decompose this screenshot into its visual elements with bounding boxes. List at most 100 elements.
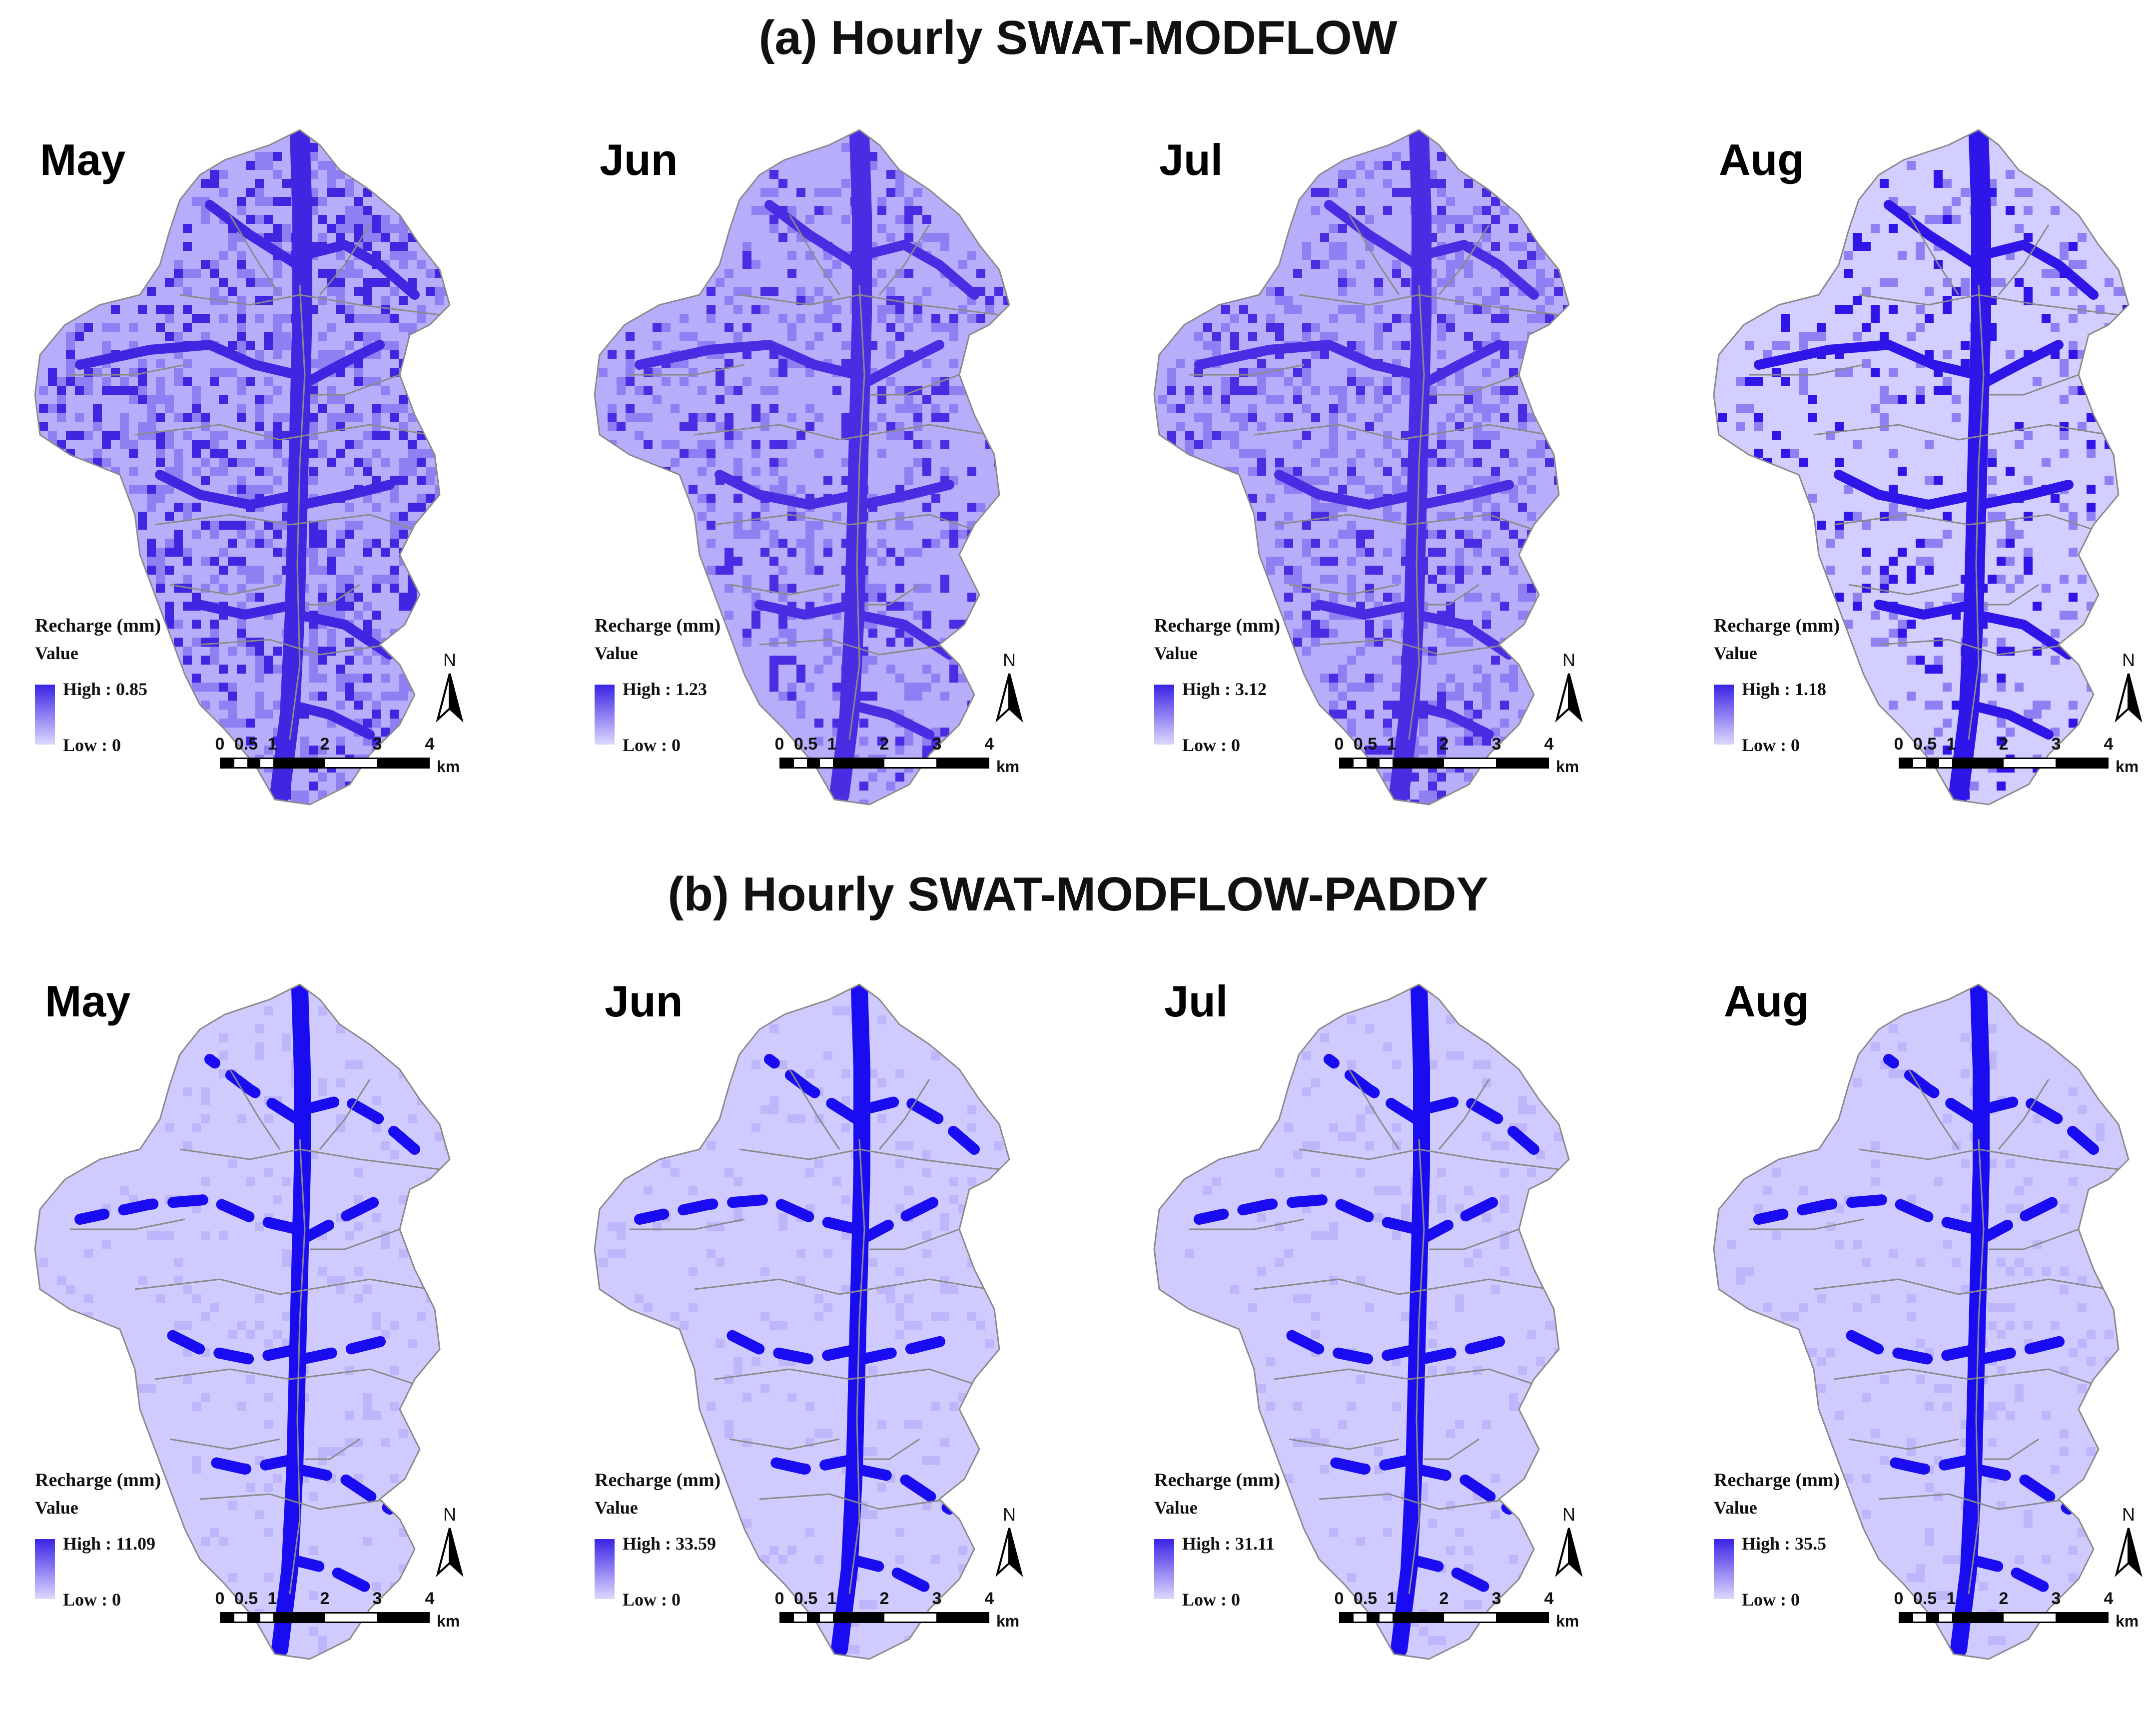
watershed-boundary — [34, 129, 451, 806]
scale-unit: km — [2116, 1612, 2139, 1630]
scale-bar: 0 0.5 1 2 3 4 km — [1334, 735, 1614, 790]
watershed-boundary — [1153, 983, 1570, 1660]
map-panel-jul: Jul Recharge (mm) Value High : 3.12 Low : 0 N… — [1139, 115, 1679, 854]
north-letter: N — [1003, 1504, 1016, 1525]
scale-tick-label: 0 — [1334, 1589, 1344, 1608]
watershed-area — [1714, 984, 2129, 1659]
recharge-raster — [1727, 984, 2119, 1658]
recharge-map — [1153, 983, 1570, 1660]
scale-tick-label: 4 — [2104, 735, 2114, 754]
scale-tick-label: 4 — [984, 1589, 994, 1608]
color-ramp — [595, 685, 615, 745]
legend-title: Recharge (mm) — [35, 1470, 161, 1491]
map-panel-aug: Aug Recharge (mm) Value High : 1.18 Low : 0 N… — [1699, 115, 2156, 854]
scale-tick-label: 1 — [1946, 735, 1956, 754]
north-letter: N — [443, 1504, 456, 1525]
section-title: (b) Hourly SWAT-MODFLOW-PADDY — [668, 867, 1488, 921]
legend-value-label: Value — [1154, 643, 1198, 663]
north-letter: N — [2122, 650, 2135, 670]
scale-tick-label: 3 — [372, 1589, 382, 1608]
scale-unit: km — [437, 1612, 460, 1630]
recharge-raster — [1158, 130, 1569, 805]
map-panel-jun: Jun Recharge (mm) Value High : 33.59 Low : 0… — [580, 969, 1119, 1709]
scale-unit: km — [1556, 758, 1579, 776]
month-label: May — [40, 135, 126, 184]
legend-title: Recharge (mm) — [35, 615, 161, 636]
recharge-legend: Recharge (mm) Value High : 0.85 Low : 0 — [35, 615, 161, 755]
legend-value-label: Value — [1714, 643, 1757, 663]
north-arrow-icon: N — [1549, 650, 1589, 725]
north-letter: N — [1562, 1504, 1575, 1525]
watershed-area — [35, 130, 450, 805]
watershed-area — [595, 984, 1009, 1659]
recharge-raster — [39, 130, 450, 805]
north-arrow-icon: N — [2109, 650, 2149, 725]
scale-tick-label: 2 — [879, 735, 889, 754]
recharge-map — [594, 983, 1010, 1660]
legend-high: High : 33.59 — [623, 1534, 717, 1554]
scale-tick-label: 0.5 — [1913, 1589, 1937, 1608]
recharge-map — [1713, 983, 2130, 1660]
north-arrow-icon: N — [430, 1504, 470, 1579]
legend-low: Low : 0 — [1182, 1590, 1240, 1610]
scale-tick-label: 3 — [2051, 1589, 2061, 1608]
scale-tick-label: 0.5 — [793, 735, 818, 754]
recharge-legend: Recharge (mm) Value High : 35.5 Low : 0 — [1714, 1469, 1840, 1610]
north-letter: N — [2122, 1504, 2135, 1525]
scale-tick-label: 2 — [1999, 1589, 2009, 1608]
recharge-map — [34, 129, 451, 806]
month-label: Jun — [600, 135, 678, 184]
north-arrow-shape — [436, 673, 464, 723]
legend-high: High : 35.5 — [1742, 1534, 1827, 1554]
color-ramp — [35, 685, 55, 745]
recharge-raster — [599, 984, 1003, 1658]
recharge-raster — [1718, 130, 2129, 805]
scale-tick-label: 3 — [1491, 735, 1501, 754]
watershed-area — [1154, 984, 1569, 1659]
scale-tick-label: 0 — [1894, 1589, 1904, 1608]
recharge-legend: Recharge (mm) Value High : 33.59 Low : 0 — [595, 1469, 720, 1610]
scale-bar-graphic — [1339, 758, 1549, 769]
north-arrow-shape — [1555, 1528, 1583, 1578]
legend-title: Recharge (mm) — [1154, 615, 1281, 636]
watershed-boundary — [1713, 983, 2130, 1660]
scale-tick-label: 1 — [267, 1589, 277, 1608]
legend-title: Recharge (mm) — [1154, 1470, 1281, 1491]
legend-low: Low : 0 — [1742, 735, 1800, 755]
scale-tick-label: 2 — [1439, 735, 1449, 754]
scale-bar: 0 0.5 1 2 3 4 km — [215, 735, 495, 790]
recharge-raster — [599, 130, 1009, 805]
recharge-map — [594, 129, 1010, 806]
scale-tick-label: 2 — [1439, 1589, 1449, 1608]
north-arrow-shape — [2115, 673, 2143, 723]
north-arrow-icon: N — [989, 1504, 1029, 1579]
scale-tick-label: 0 — [774, 735, 784, 754]
recharge-raster — [39, 984, 450, 1658]
scale-tick-label: 2 — [320, 1589, 330, 1608]
watershed-boundary — [34, 983, 451, 1660]
watershed-boundary — [1153, 129, 1570, 806]
scale-unit: km — [2116, 758, 2139, 776]
recharge-legend: Recharge (mm) Value High : 11.09 Low : 0 — [35, 1469, 161, 1610]
color-ramp — [1714, 685, 1734, 745]
scale-tick-label: 0 — [215, 735, 225, 754]
legend-low: Low : 0 — [623, 735, 681, 755]
scale-bar-graphic — [1899, 1612, 2109, 1623]
scale-unit: km — [996, 758, 1020, 776]
scale-tick-label: 0.5 — [793, 1589, 818, 1608]
scale-tick-label: 1 — [827, 735, 837, 754]
month-label: Jul — [1164, 976, 1228, 1026]
month-label: Aug — [1719, 135, 1805, 184]
scale-bar: 0 0.5 1 2 3 4 km — [774, 735, 1054, 790]
legend-high: High : 31.11 — [1182, 1534, 1275, 1554]
recharge-legend: Recharge (mm) Value High : 31.11 Low : 0 — [1154, 1469, 1281, 1610]
north-arrow-icon: N — [2109, 1504, 2149, 1579]
north-arrow-shape — [995, 1528, 1023, 1578]
recharge-legend: Recharge (mm) Value High : 3.12 Low : 0 — [1154, 615, 1281, 755]
recharge-map — [1153, 129, 1570, 806]
color-ramp — [1714, 1539, 1734, 1599]
scale-unit: km — [996, 1612, 1020, 1630]
scale-bar: 0 0.5 1 2 3 4 km — [215, 1589, 495, 1644]
scale-tick-label: 4 — [984, 735, 994, 754]
scale-tick-label: 2 — [320, 735, 330, 754]
